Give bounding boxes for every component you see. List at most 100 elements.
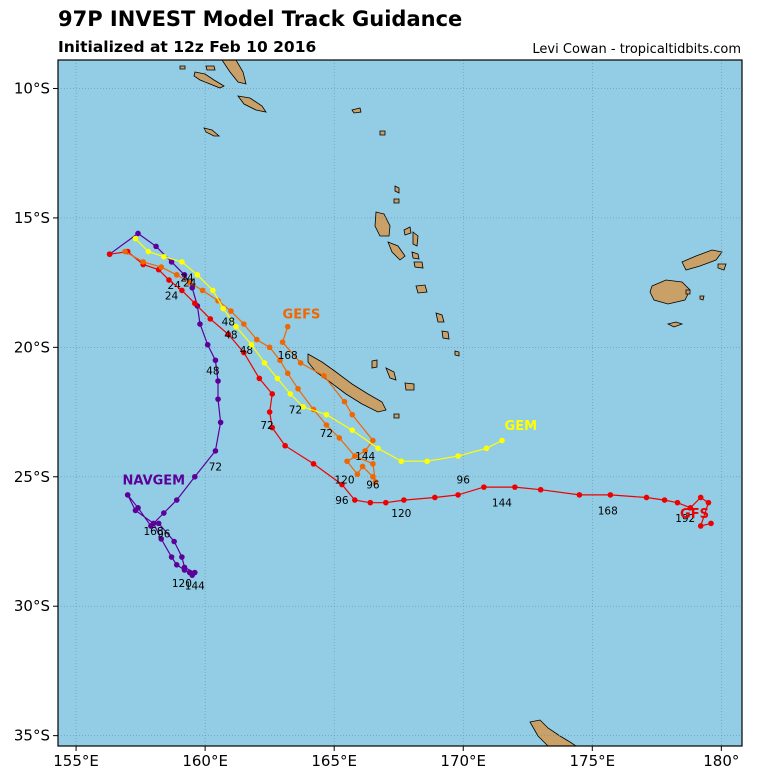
y-tick-label: 35°S [14, 727, 50, 745]
gfs-track-point [455, 492, 461, 498]
gefs-track-point [370, 437, 376, 444]
gfs-track-point [643, 494, 650, 501]
island [374, 211, 391, 237]
gfs-track-point [282, 442, 288, 449]
island [681, 249, 723, 271]
navgem-track-point [158, 536, 165, 542]
gfs-track-point [269, 391, 276, 397]
gem-model-label: GEM [505, 419, 538, 434]
gem-track-point [248, 341, 255, 348]
island [685, 289, 691, 295]
navgem-track-point [189, 285, 196, 291]
gem-track-point [220, 305, 226, 312]
navgem-track-point [204, 341, 211, 348]
navgem-track-point [155, 520, 162, 527]
gefs-hour-label: 120 [334, 474, 354, 486]
island [385, 367, 397, 381]
gfs-hour-label: 72 [260, 420, 273, 432]
navgem-track-point [135, 230, 141, 237]
navgem-track-point [173, 561, 180, 568]
gfs-track-point [207, 316, 214, 322]
gem-hour-label: 72 [289, 404, 302, 416]
island [179, 65, 186, 70]
x-tick-label: 165°E [311, 752, 357, 768]
gfs-track-point [512, 484, 518, 490]
gefs-hour-label: 168 [278, 350, 298, 362]
gefs-track-point [354, 471, 361, 477]
gefs-track-point [297, 360, 304, 366]
gefs-track-point [352, 453, 358, 459]
gefs-track-point [344, 458, 350, 465]
gfs-track-point [266, 409, 273, 415]
gfs-track-point [607, 492, 614, 498]
gfs-track-point [697, 494, 704, 501]
lat-lon-grid [58, 60, 742, 746]
gem-track-point [323, 411, 330, 418]
gefs-hour-label: 144 [355, 451, 375, 463]
island [699, 295, 705, 301]
gefs-track-point [321, 373, 327, 379]
gfs-track-point [697, 523, 704, 529]
gefs-hour-label: 24 [183, 278, 197, 290]
gfs-track-point [352, 497, 358, 503]
gefs-hour-label: 96 [366, 480, 380, 492]
gem-track-point [194, 272, 201, 278]
island [307, 353, 387, 413]
navgem-hour-label: 72 [209, 461, 222, 473]
gfs-track-point [383, 499, 389, 506]
gfs-hour-label: 168 [598, 505, 618, 517]
gefs-track-point [370, 461, 376, 467]
x-tick-label: 175°E [569, 752, 615, 768]
gefs-track-point [186, 279, 193, 286]
gefs-track-line [124, 251, 377, 483]
island [649, 279, 691, 305]
gem-track-point [424, 458, 430, 465]
gem-track-point [499, 437, 505, 444]
island [371, 359, 378, 369]
island [435, 312, 445, 323]
gfs-track-point [256, 375, 263, 382]
y-tick-label: 30°S [14, 597, 50, 615]
gefs-track-point [173, 272, 180, 278]
island [413, 261, 424, 269]
island [221, 60, 247, 85]
navgem-hour-label: 48 [206, 366, 219, 378]
gefs-track-point [372, 479, 379, 485]
island [387, 241, 406, 261]
gfs-track-point [241, 349, 247, 356]
gem-hour-label: 24 [180, 272, 194, 284]
gefs-track-point [253, 336, 260, 343]
gfs-track-point [310, 461, 317, 467]
navgem-track-point [153, 243, 159, 250]
navgem-track-point [168, 259, 175, 265]
ocean-background [58, 60, 742, 746]
gefs-track-point [349, 411, 356, 418]
gefs-track-point [370, 473, 376, 480]
navgem-track-point [168, 554, 175, 560]
navgem-track-point [217, 419, 224, 426]
island [394, 185, 400, 194]
gfs-track-point [269, 424, 276, 431]
island [205, 65, 216, 71]
gefs-track-point [359, 463, 366, 470]
gem-hour-label: 96 [457, 474, 471, 486]
gefs-track-point [228, 308, 234, 314]
y-tick-label: 10°S [14, 79, 50, 97]
gfs-track-point [481, 484, 487, 490]
y-tick-label: 15°S [14, 209, 50, 227]
navgem-track-point [150, 520, 157, 527]
map-frame [57, 59, 743, 747]
navgem-track-point [171, 538, 177, 545]
island [717, 263, 727, 271]
gem-track-point [261, 360, 268, 366]
gem-track: 24 48 72 96 GEM [132, 235, 538, 486]
gfs-track-point [708, 520, 714, 527]
x-tick-label: 160°E [182, 752, 228, 768]
gfs-hour-label: 144 [492, 498, 512, 510]
gfs-track-point [166, 277, 172, 283]
credit-text: Levi Cowan - tropicaltidbits.com [532, 42, 741, 57]
navgem-track-point [132, 507, 139, 514]
